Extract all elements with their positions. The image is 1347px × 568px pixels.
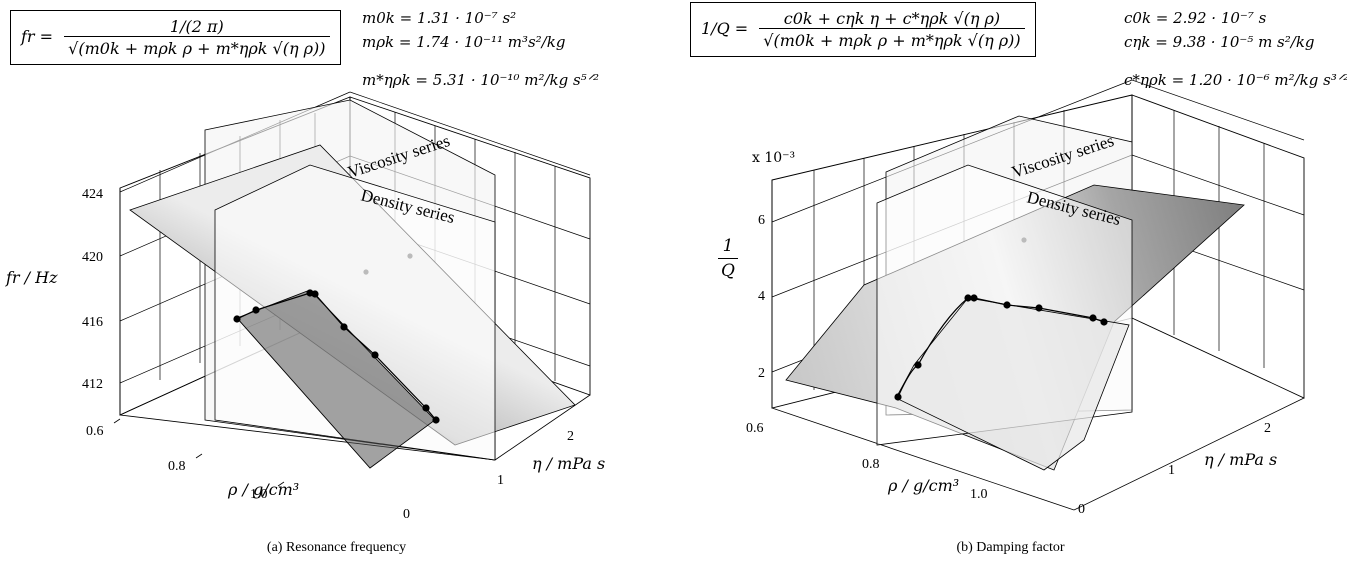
y-axis-label: η / mPa s — [1204, 450, 1277, 469]
panel-resonance-frequency: fr = 1/(2 π) √(m0k + mρk ρ + m*ηρk √(η ρ… — [0, 0, 673, 568]
grid-line — [1132, 80, 1304, 140]
data-point — [371, 351, 378, 358]
y-axis-label: η / mPa s — [532, 454, 605, 473]
x-tick — [196, 454, 202, 458]
data-point — [970, 294, 977, 301]
data-point-ghost — [363, 269, 368, 274]
data-point — [1089, 314, 1096, 321]
x-tick-label: 0.8 — [862, 457, 880, 472]
data-point — [233, 315, 240, 322]
x-tick-label: 0.6 — [746, 421, 764, 436]
y-tick-label: 1 — [497, 473, 504, 488]
z-axis-label: 1 Q — [718, 236, 738, 281]
data-point-ghost — [1021, 237, 1026, 242]
y-tick-label: 2 — [567, 429, 574, 444]
x-tick-label: 1.0 — [970, 487, 988, 502]
z-tick-label: 424 — [82, 187, 103, 202]
data-point — [311, 290, 318, 297]
y-tick-label: 1 — [1168, 463, 1175, 478]
data-point — [894, 393, 901, 400]
data-point-ghost — [407, 253, 412, 258]
z-tick-label: 416 — [82, 315, 103, 330]
data-point — [432, 416, 439, 423]
data-point — [1003, 301, 1010, 308]
z-tick-label: 420 — [82, 250, 103, 265]
x-axis-label: ρ / g/cm³ — [228, 480, 299, 499]
panel-damping-factor: 1/Q = c0k + cηk η + c*ηρk √(η ρ) √(m0k +… — [674, 0, 1347, 568]
x-tick-label: 0.6 — [86, 424, 104, 439]
data-point — [1035, 304, 1042, 311]
x-axis-label: ρ / g/cm³ — [888, 476, 959, 495]
x-tick — [114, 419, 120, 423]
data-point — [914, 361, 921, 368]
data-point — [340, 323, 347, 330]
z-scale-label: x 10⁻³ — [752, 150, 795, 166]
x-tick-label: 0.8 — [168, 459, 186, 474]
z-tick-label: 4 — [758, 289, 765, 304]
z-tick-label: 412 — [82, 377, 103, 392]
y-tick-label: 2 — [1264, 421, 1271, 436]
data-point — [422, 404, 429, 411]
z-tick-label: 6 — [758, 213, 765, 228]
caption-b: (b) Damping factor — [674, 540, 1347, 556]
y-tick-label: 0 — [1078, 502, 1085, 517]
y-tick-label: 0 — [403, 507, 410, 522]
z-axis-label: fr / Hz — [6, 268, 58, 287]
data-point — [1100, 318, 1107, 325]
caption-a: (a) Resonance frequency — [0, 540, 673, 556]
data-point — [252, 306, 259, 313]
z-tick-label: 2 — [758, 366, 765, 381]
